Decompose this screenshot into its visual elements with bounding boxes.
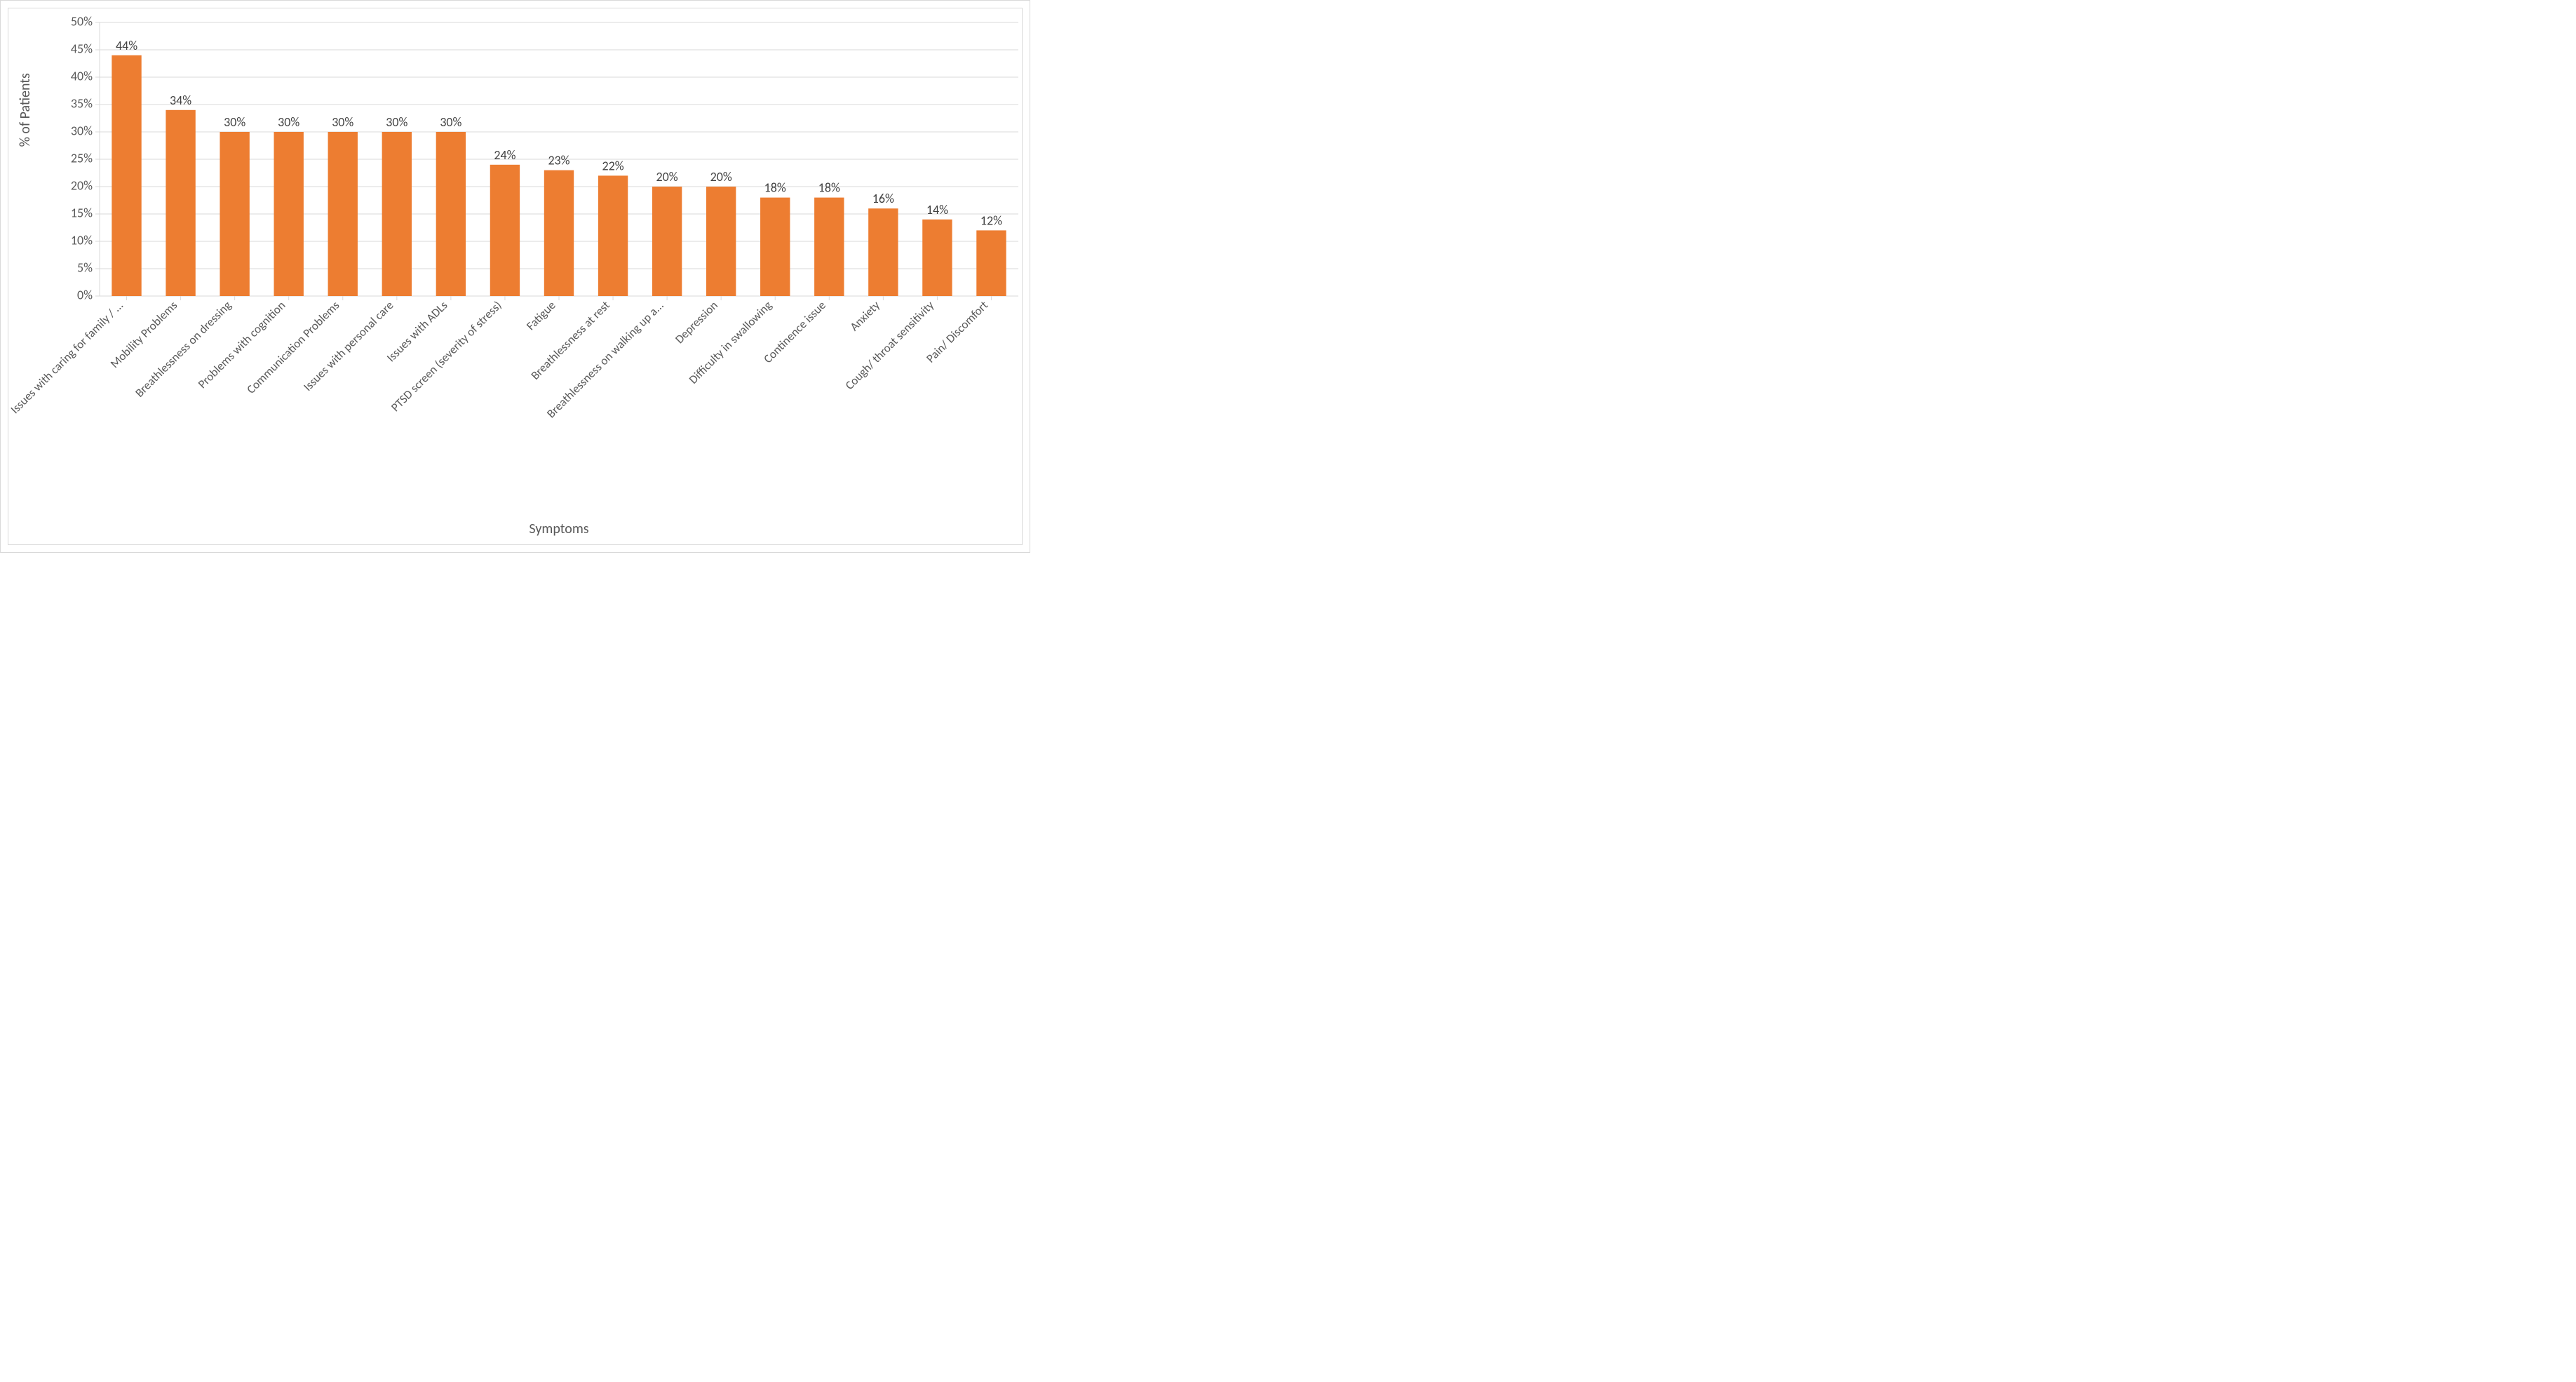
category-label: Fatigue	[523, 298, 558, 333]
bars	[112, 55, 1006, 296]
bar-value-label: 18%	[764, 180, 786, 196]
symptoms-bar-chart: 0% 5% 10% 15% 20% 25% 30% 35% 40% 45% 50% 44% 34% 30%…	[8, 8, 1023, 546]
bar	[220, 132, 249, 296]
category-label: PTSD screen (severity of stress)	[388, 298, 504, 415]
y-tick-label: 40%	[71, 68, 93, 83]
bar	[112, 55, 141, 296]
y-tick-label: 50%	[71, 13, 93, 29]
bar-value-label: 24%	[494, 147, 515, 163]
category-label: Cough/ throat sensitivity	[842, 297, 937, 392]
bar	[814, 198, 844, 296]
bar-value-label: 18%	[818, 180, 840, 196]
bar	[544, 170, 574, 296]
bar-value-label: 20%	[710, 169, 732, 185]
bar	[436, 132, 466, 296]
chart-outer-frame: 0% 5% 10% 15% 20% 25% 30% 35% 40% 45% 50% 44% 34% 30%…	[0, 0, 1030, 553]
bar	[652, 187, 682, 296]
bar-value-label: 30%	[386, 114, 407, 130]
bar	[274, 132, 304, 296]
bar-value-label: 30%	[440, 114, 461, 130]
bar-value-label: 34%	[170, 93, 191, 108]
y-tick-label: 35%	[71, 95, 93, 111]
bar	[382, 132, 412, 296]
bar	[868, 208, 898, 296]
y-tick-label: 25%	[71, 150, 93, 166]
y-tick-label: 5%	[77, 260, 93, 275]
bar-value-label: 23%	[548, 153, 569, 168]
bar	[706, 187, 736, 296]
category-label: Communication Problems	[243, 297, 342, 396]
bar	[760, 198, 790, 296]
bar	[976, 230, 1006, 296]
category-label: Breathlessness on dressing	[132, 298, 234, 401]
category-label: Anxiety	[847, 297, 884, 334]
bar-value-label: 44%	[116, 38, 137, 53]
bar-value-label: 14%	[926, 202, 948, 217]
y-tick-label: 15%	[71, 205, 93, 220]
y-axis-title: % of Patients	[17, 73, 34, 147]
bar-value-label: 22%	[602, 158, 623, 173]
bar	[328, 132, 358, 296]
bar	[922, 220, 952, 296]
bar-value-label: 30%	[278, 114, 299, 130]
bar-value-label: 20%	[656, 169, 678, 185]
category-label: Issues with personal care	[300, 298, 396, 394]
y-tick-label: 20%	[71, 177, 93, 193]
category-labels: Issues with caring for family / ...Mobil…	[8, 296, 991, 421]
y-tick-label: 45%	[71, 41, 93, 56]
bar	[490, 165, 520, 296]
category-label: Issues with caring for family / ...	[8, 298, 126, 417]
category-label: Breathlessness on walking up a...	[544, 298, 666, 421]
x-axis-title: Symptoms	[529, 521, 588, 537]
y-tick-label: 10%	[71, 232, 93, 248]
bar-value-label: 16%	[872, 191, 894, 206]
y-tick-label: 0%	[77, 287, 93, 302]
bar-value-label: 12%	[980, 213, 1002, 228]
category-label: Problems with cognition	[195, 298, 288, 391]
bar	[166, 110, 195, 296]
bar-value-label: 30%	[332, 114, 353, 130]
y-tick-label: 30%	[71, 123, 93, 138]
bar-value-label: 30%	[224, 114, 245, 130]
bar	[598, 175, 628, 296]
category-label: Depression	[672, 298, 720, 347]
chart-inner-frame: 0% 5% 10% 15% 20% 25% 30% 35% 40% 45% 50% 44% 34% 30%…	[8, 8, 1023, 545]
